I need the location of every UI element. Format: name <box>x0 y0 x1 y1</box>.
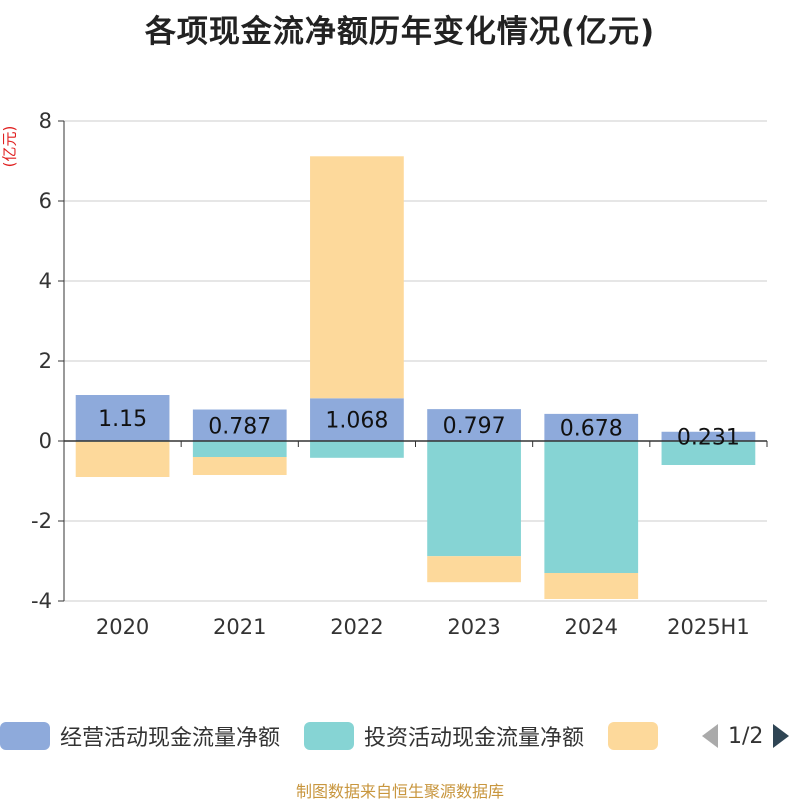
pager-next-icon[interactable] <box>773 724 790 748</box>
y-tick-label: 2 <box>39 349 52 373</box>
bar-series1-2021[interactable] <box>192 441 287 457</box>
x-tick-label: 2024 <box>565 615 618 639</box>
y-tick-label: 4 <box>39 269 52 293</box>
bar-series1-2025H1[interactable] <box>661 441 756 465</box>
bar-series0-2024[interactable] <box>544 413 639 441</box>
x-tick-label: 2023 <box>447 615 500 639</box>
bar-series2-2022[interactable] <box>310 156 404 399</box>
x-tick-label: 2025H1 <box>667 615 750 639</box>
chart-plot: -4 -2 0 2 4 6 8 2020 2021 2022 2023 2024 2025H1 1.15… <box>31 109 768 639</box>
bar-series0-2022[interactable] <box>310 398 404 441</box>
x-tick-label: 2020 <box>96 615 149 639</box>
bar-value-label: 0.787 <box>208 414 271 439</box>
pager-text: 1/2 <box>728 723 764 749</box>
bar-value-label: 1.068 <box>325 409 388 434</box>
source-note: 制图数据来自恒生聚源数据库 <box>295 782 504 801</box>
x-tick-label: 2021 <box>213 615 266 639</box>
legend-label-investing: 投资活动现金流量净额 <box>364 726 585 751</box>
bar-series1-2024[interactable] <box>544 441 639 573</box>
bar-series0-2021[interactable] <box>192 409 287 441</box>
bar-value-label: 0.678 <box>560 416 623 441</box>
bar-series0-2020[interactable] <box>75 395 170 441</box>
bar-series0-2025H1[interactable] <box>661 431 756 441</box>
legend-item-operating[interactable]: 经营活动现金流量净额 <box>0 720 280 752</box>
y-tick-label: 6 <box>39 189 52 213</box>
y-tick-label: 0 <box>39 429 52 453</box>
bar-series2-2021[interactable] <box>192 457 287 475</box>
chart-title: 各项现金流净额历年变化情况(亿元) <box>144 14 656 50</box>
bar-series1-2023[interactable] <box>427 441 521 557</box>
legend-label-operating: 经营活动现金流量净额 <box>60 726 281 751</box>
bar-value-label: 0.797 <box>443 414 506 439</box>
y-tick-label: 8 <box>39 109 52 133</box>
bar-series2-2020[interactable] <box>75 441 170 477</box>
bar-series2-2024[interactable] <box>544 573 639 599</box>
legend-pager: 1/2 <box>702 716 790 756</box>
legend: 经营活动现金流量净额 投资活动现金流量净额 <box>0 716 800 756</box>
x-tick-label: 2022 <box>330 615 383 639</box>
bar-series0-2023[interactable] <box>427 409 521 441</box>
bar-value-label: 0.231 <box>677 425 740 450</box>
y-tick-label: -2 <box>31 509 52 533</box>
bar-series1-2022[interactable] <box>310 441 404 458</box>
legend-swatch-investing <box>304 722 355 750</box>
bar-value-label: 1.15 <box>98 407 147 432</box>
bar-series2-2023[interactable] <box>427 556 521 583</box>
pager-prev-icon[interactable] <box>702 724 718 748</box>
legend-item-investing[interactable]: 投资活动现金流量净额 <box>304 720 584 752</box>
legend-swatch-operating <box>0 722 50 750</box>
legend-swatch-third <box>608 722 659 750</box>
legend-item-third[interactable] <box>608 722 668 750</box>
y-tick-label: -4 <box>31 589 52 613</box>
